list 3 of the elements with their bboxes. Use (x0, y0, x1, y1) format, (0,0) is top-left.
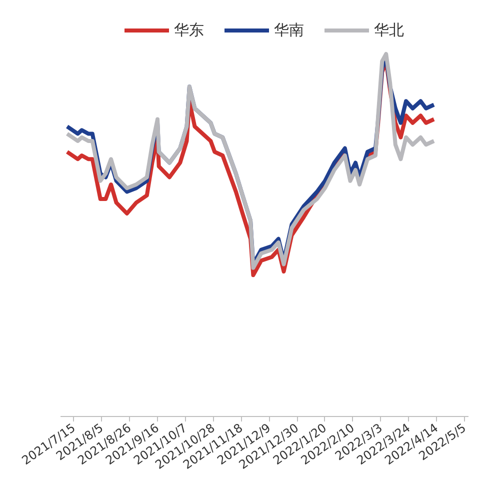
legend-label: 华北 (374, 20, 404, 40)
legend-label: 华东 (174, 20, 204, 40)
legend-label: 华南 (274, 20, 304, 40)
